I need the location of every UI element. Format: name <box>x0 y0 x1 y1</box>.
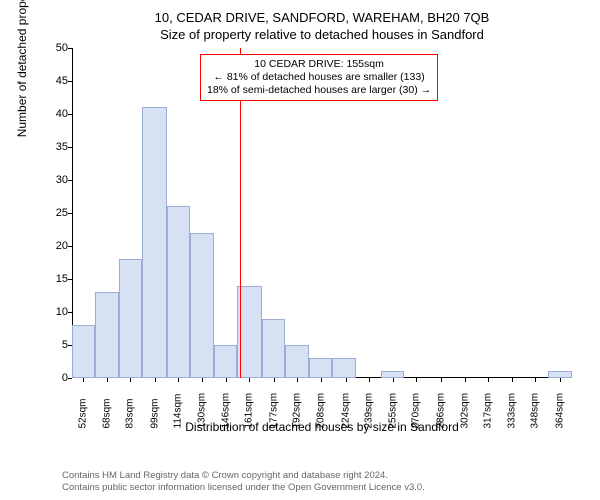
histogram-bar <box>309 358 332 378</box>
y-tick-mark <box>68 81 72 82</box>
x-tick-label: 364sqm <box>554 393 565 429</box>
histogram-bar <box>285 345 309 378</box>
y-tick-mark <box>68 147 72 148</box>
annotation-box: 10 CEDAR DRIVE: 155sqm← 81% of detached … <box>200 54 438 101</box>
x-tick-label: 270sqm <box>411 393 422 429</box>
x-tick-label: 99sqm <box>149 393 160 429</box>
x-tick-mark <box>488 378 489 382</box>
footer-attribution: Contains HM Land Registry data © Crown c… <box>62 470 425 494</box>
y-axis-label: Number of detached properties <box>15 0 29 137</box>
x-tick-mark <box>107 378 108 382</box>
y-tick-label: 50 <box>44 42 68 54</box>
y-tick-label: 30 <box>44 174 68 186</box>
histogram-bar <box>142 107 166 378</box>
y-tick-label: 25 <box>44 207 68 219</box>
y-tick-mark <box>68 180 72 181</box>
histogram-bar <box>214 345 237 378</box>
x-tick-label: 239sqm <box>363 393 374 429</box>
histogram-bar <box>262 319 285 378</box>
x-tick-mark <box>297 378 298 382</box>
x-tick-label: 192sqm <box>291 393 302 429</box>
x-tick-mark <box>369 378 370 382</box>
x-tick-mark <box>416 378 417 382</box>
histogram-bar <box>95 292 119 378</box>
x-tick-label: 52sqm <box>77 393 88 429</box>
x-tick-mark <box>512 378 513 382</box>
x-tick-label: 348sqm <box>530 393 541 429</box>
y-tick-label: 10 <box>44 306 68 318</box>
x-tick-mark <box>130 378 131 382</box>
y-tick-mark <box>68 48 72 49</box>
histogram-bar <box>72 325 95 378</box>
histogram-bar <box>548 371 572 378</box>
histogram-bar <box>190 233 214 378</box>
x-tick-label: 83sqm <box>125 393 136 429</box>
x-tick-label: 286sqm <box>435 393 446 429</box>
chart-container: 10, CEDAR DRIVE, SANDFORD, WAREHAM, BH20… <box>62 10 582 420</box>
x-tick-mark <box>560 378 561 382</box>
y-tick-label: 15 <box>44 273 68 285</box>
x-tick-mark <box>83 378 84 382</box>
x-tick-label: 130sqm <box>196 393 207 429</box>
x-tick-label: 68sqm <box>102 393 113 429</box>
histogram-bar <box>167 206 190 378</box>
x-tick-label: 161sqm <box>244 393 255 429</box>
histogram-bar <box>332 358 356 378</box>
x-tick-label: 317sqm <box>482 393 493 429</box>
x-tick-mark <box>346 378 347 382</box>
y-tick-mark <box>68 213 72 214</box>
annotation-line-3: 18% of semi-detached houses are larger (… <box>207 84 431 97</box>
y-tick-mark <box>68 312 72 313</box>
footer-line-2: Contains public sector information licen… <box>62 482 425 494</box>
y-tick-label: 45 <box>44 75 68 87</box>
chart-title-main: 10, CEDAR DRIVE, SANDFORD, WAREHAM, BH20… <box>62 10 582 25</box>
x-tick-label: 333sqm <box>507 393 518 429</box>
histogram-bar <box>119 259 142 378</box>
y-tick-label: 5 <box>44 339 68 351</box>
y-tick-label: 35 <box>44 141 68 153</box>
chart-title-sub: Size of property relative to detached ho… <box>62 27 582 42</box>
annotation-line-2: ← 81% of detached houses are smaller (13… <box>207 71 431 84</box>
x-tick-label: 146sqm <box>221 393 232 429</box>
histogram-bar <box>381 371 404 378</box>
y-tick-mark <box>68 114 72 115</box>
x-tick-mark <box>465 378 466 382</box>
x-tick-mark <box>226 378 227 382</box>
y-tick-mark <box>68 246 72 247</box>
x-tick-label: 255sqm <box>388 393 399 429</box>
y-tick-label: 40 <box>44 108 68 120</box>
y-tick-mark <box>68 378 72 379</box>
x-tick-label: 224sqm <box>340 393 351 429</box>
x-tick-mark <box>202 378 203 382</box>
x-tick-mark <box>249 378 250 382</box>
footer-line-1: Contains HM Land Registry data © Crown c… <box>62 470 425 482</box>
x-tick-mark <box>178 378 179 382</box>
annotation-line-1: 10 CEDAR DRIVE: 155sqm <box>207 58 431 71</box>
x-tick-mark <box>321 378 322 382</box>
y-tick-label: 0 <box>44 372 68 384</box>
y-tick-label: 20 <box>44 240 68 252</box>
plot-area: Number of detached properties 0510152025… <box>72 48 572 378</box>
x-tick-label: 114sqm <box>172 393 183 429</box>
x-tick-mark <box>274 378 275 382</box>
x-tick-mark <box>535 378 536 382</box>
x-tick-mark <box>155 378 156 382</box>
x-tick-mark <box>393 378 394 382</box>
x-tick-label: 208sqm <box>316 393 327 429</box>
x-tick-label: 177sqm <box>268 393 279 429</box>
x-tick-label: 302sqm <box>459 393 470 429</box>
y-tick-mark <box>68 279 72 280</box>
x-tick-mark <box>441 378 442 382</box>
